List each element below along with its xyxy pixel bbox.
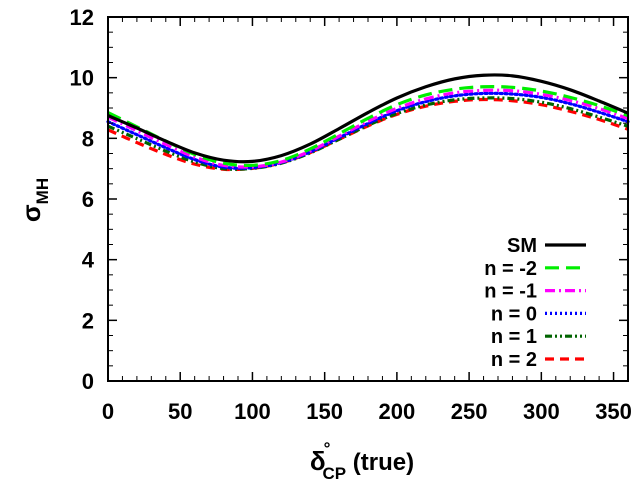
x-tick-label: 0 <box>102 399 114 424</box>
y-tick-label: 6 <box>82 187 94 212</box>
legend-label: n = -2 <box>484 258 537 280</box>
tick-labels: 0 50 100 150 200 250 300 350 0 2 4 6 8 10 12 <box>70 5 632 424</box>
x-tick-label: 150 <box>306 399 343 424</box>
legend: SMn = -2n = -1n = 0n = 1n = 2 <box>484 235 586 371</box>
x-axis-title-rest: (true) <box>346 449 414 476</box>
legend-label: n = 2 <box>491 349 537 371</box>
x-axis-title-sup: ° <box>324 439 331 458</box>
x-tick-label: 350 <box>595 399 632 424</box>
x-tick-label: 300 <box>523 399 560 424</box>
legend-label: SM <box>507 235 537 257</box>
y-axis-title-main: σ <box>16 204 46 222</box>
series-lines <box>106 73 630 172</box>
y-axis-title: σMH <box>16 178 52 222</box>
y-axis-title-sub: MH <box>33 178 52 204</box>
x-axis-title: δ° CP (true) <box>310 439 414 480</box>
y-tick-label: 2 <box>82 308 94 333</box>
ticks <box>107 16 628 382</box>
y-tick-label: 4 <box>82 248 95 273</box>
x-tick-label: 100 <box>234 399 271 424</box>
legend-label: n = 0 <box>491 303 537 325</box>
series-line-3 <box>106 91 630 170</box>
x-tick-label: 50 <box>168 399 192 424</box>
y-tick-label: 10 <box>70 66 94 91</box>
x-tick-label: 200 <box>379 399 416 424</box>
x-axis-title-sub: CP <box>322 464 346 480</box>
x-axis-title-main: δ <box>310 446 326 476</box>
series-line-2 <box>107 88 629 169</box>
legend-label: n = -1 <box>484 281 537 303</box>
y-tick-label: 0 <box>82 369 94 394</box>
legend-label: n = 1 <box>491 326 537 348</box>
y-tick-label: 8 <box>82 126 94 151</box>
y-tick-label: 12 <box>70 5 94 30</box>
series-line-4 <box>107 96 629 171</box>
x-tick-label: 250 <box>451 399 488 424</box>
series-line-0 <box>107 73 629 164</box>
plot-frame <box>107 16 629 382</box>
